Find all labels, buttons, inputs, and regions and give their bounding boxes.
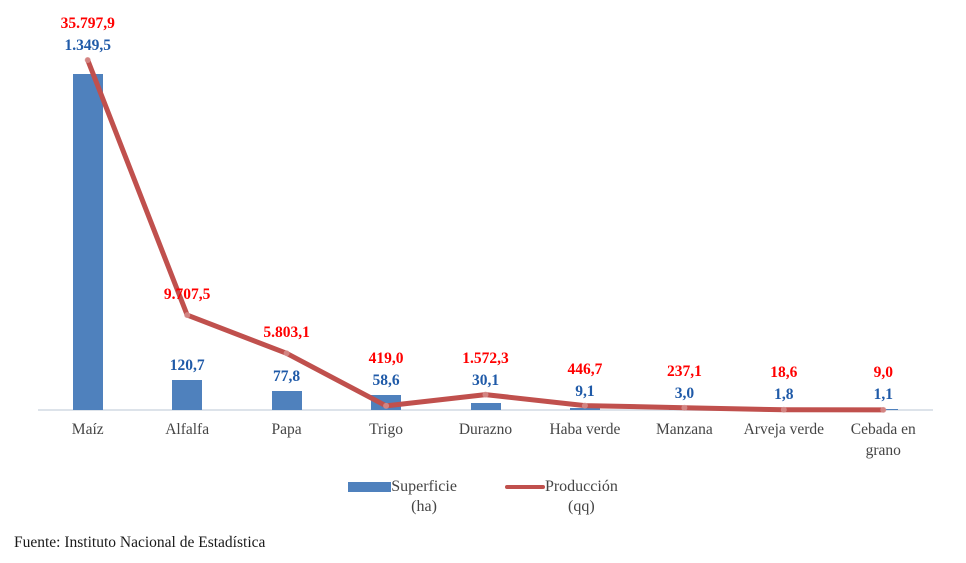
bar-superficie-papa (271, 390, 302, 410)
line-marker-papa (283, 350, 290, 357)
legend-item-produccion: Producción (qq) (504, 477, 618, 517)
bar-superficie-arveja-verde (768, 409, 799, 410)
x-axis-label-cebada-en-grano: Cebada en grano (850, 421, 916, 459)
legend-text-superficie: Superficie (ha) (391, 477, 457, 517)
data-label-superficie-maiz: 1.349,5 (64, 37, 111, 54)
line-marker-durazno (482, 391, 489, 398)
data-label-superficie-cebada-en-grano: 1,1 (873, 386, 893, 403)
data-label-produccion-papa: 5.803,1 (263, 324, 310, 342)
bar-superficie-durazno (470, 402, 501, 410)
legend-unit-superficie: (ha) (411, 498, 437, 515)
x-axis-label-maiz: Maíz (71, 421, 104, 438)
data-label-produccion-durazno: 1.572,3 (462, 349, 509, 367)
data-label-produccion-cebada-en-grano: 9,0 (873, 364, 893, 381)
bar-superficie-manzana (669, 409, 700, 410)
x-axis-label-arveja-verde: Arveja verde (743, 421, 825, 438)
data-label-produccion-trigo: 419,0 (368, 350, 404, 368)
data-label-superficie-trigo: 58,6 (372, 372, 400, 390)
x-axis-label-manzana: Manzana (655, 421, 713, 438)
legend-swatch-produccion (504, 485, 545, 489)
bar-superficie-alfalfa (172, 379, 203, 410)
bar-superficie-haba-verde (569, 407, 600, 410)
legend-label-superficie: Superficie (391, 478, 457, 495)
line-marker-maiz (84, 57, 91, 63)
data-label-superficie-arveja-verde: 1,8 (774, 386, 794, 403)
source-note: Fuente: Instituto Nacional de Estadístic… (14, 534, 266, 551)
data-label-superficie-haba-verde: 9,1 (575, 382, 595, 400)
x-axis-label-papa: Papa (271, 421, 302, 438)
bar-superficie-trigo (371, 395, 402, 410)
data-label-superficie-manzana: 3,0 (674, 384, 695, 402)
data-label-superficie-alfalfa: 120,7 (169, 356, 205, 374)
x-axis-label-trigo: Trigo (369, 421, 403, 438)
data-label-produccion-arveja-verde: 18,6 (770, 364, 798, 381)
line-marker-alfalfa (184, 312, 191, 319)
data-label-produccion-maiz: 35.797,9 (60, 15, 115, 32)
legend-text-produccion: Producción (qq) (545, 477, 618, 517)
x-axis-label-haba-verde: Haba verde (549, 421, 621, 438)
data-label-produccion-haba-verde: 446,7 (567, 360, 603, 378)
data-label-superficie-papa: 77,8 (273, 367, 301, 385)
bar-superficie-maiz (72, 74, 103, 410)
legend-label-produccion: Producción (544, 478, 618, 495)
bar-superficie-cebada-en-grano (868, 409, 899, 410)
legend-item-superficie: Superficie (ha) (348, 477, 457, 517)
data-label-produccion-manzana: 237,1 (666, 362, 702, 380)
legend-unit-produccion: (qq) (568, 498, 595, 515)
chart-legend: Superficie (ha) Producción (qq) (0, 477, 966, 517)
x-axis-label-durazno: Durazno (458, 421, 513, 438)
data-label-superficie-durazno: 30,1 (471, 371, 500, 389)
data-label-produccion-alfalfa: 9.707,5 (163, 286, 211, 304)
legend-swatch-superficie (348, 482, 392, 492)
x-axis-label-alfalfa: Alfalfa (165, 421, 210, 438)
